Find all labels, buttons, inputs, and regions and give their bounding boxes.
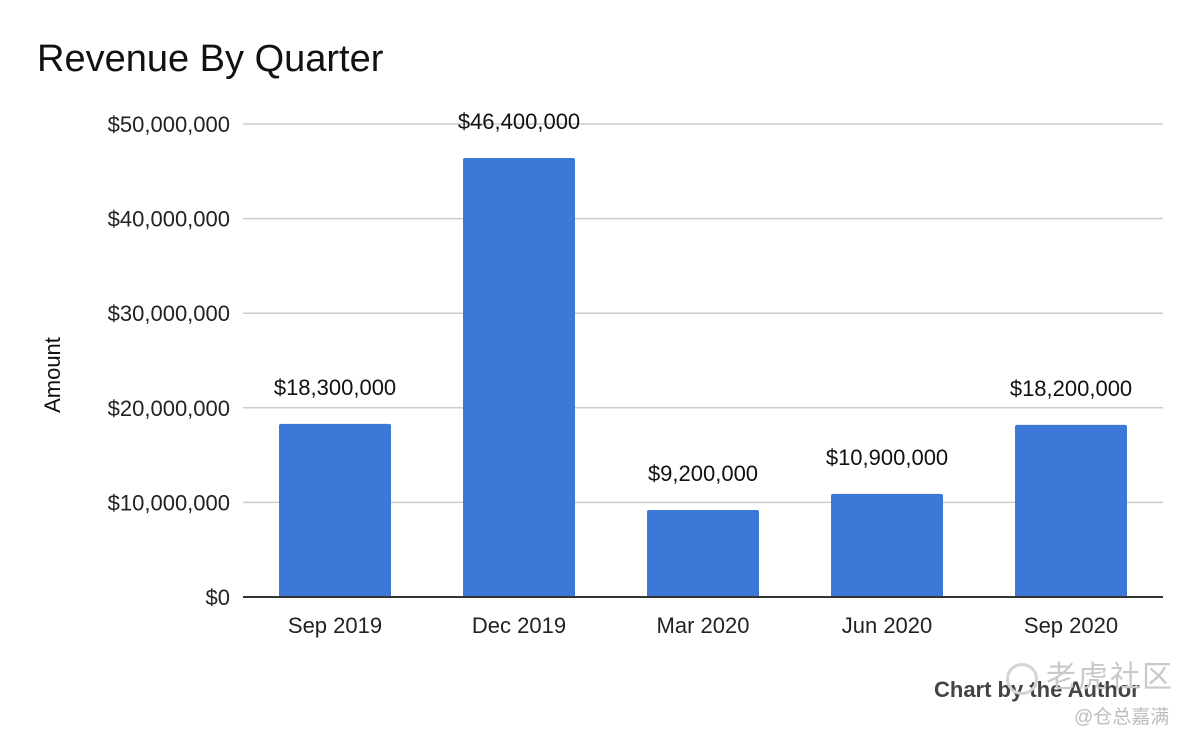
watermark-logo: 老虎社区 xyxy=(1006,652,1174,696)
bar-sep-2020 xyxy=(1015,424,1127,597)
y-tick-label: $0 xyxy=(206,585,230,610)
data-label: $10,900,000 xyxy=(826,445,948,470)
data-label: $18,300,000 xyxy=(274,375,396,400)
watermark-handle: @仓总嘉满 xyxy=(1074,707,1170,728)
watermark-circle-icon xyxy=(1006,663,1038,696)
y-tick-label: $40,000,000 xyxy=(108,207,230,232)
y-tick-label: $20,000,000 xyxy=(108,396,230,421)
x-tick-label: Sep 2020 xyxy=(1024,613,1118,638)
data-label: $46,400,000 xyxy=(458,109,580,134)
chart-title: Revenue By Quarter xyxy=(37,38,384,80)
x-tick-label: Mar 2020 xyxy=(657,613,750,638)
gridlines xyxy=(243,123,1163,504)
bar-jun-2020 xyxy=(831,493,943,597)
watermark-text: 老虎社区 xyxy=(1046,661,1174,694)
data-label: $9,200,000 xyxy=(648,461,758,486)
bar-dec-2019 xyxy=(463,158,575,597)
x-tick-label: Dec 2019 xyxy=(472,613,566,638)
x-tick-label: Sep 2019 xyxy=(288,613,382,638)
labels: $0 $10,000,000 $20,000,000 $30,000,000 $40,0… xyxy=(108,109,1133,638)
y-tick-label: $50,000,000 xyxy=(108,112,230,137)
y-tick-label: $30,000,000 xyxy=(108,301,230,326)
data-label: $18,200,000 xyxy=(1010,376,1132,401)
bar-mar-2020 xyxy=(647,509,759,597)
bar-sep-2019 xyxy=(279,423,391,597)
y-tick-label: $10,000,000 xyxy=(108,490,230,515)
x-tick-label: Jun 2020 xyxy=(842,613,933,638)
bars xyxy=(279,158,1127,597)
